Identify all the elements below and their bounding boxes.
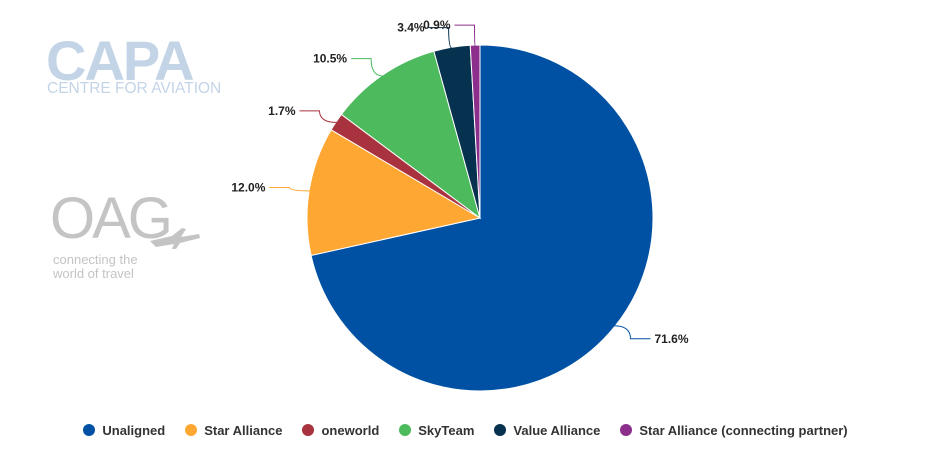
- capa-logo-mark: CAPA: [46, 29, 193, 92]
- legend-item-skyteam[interactable]: SkyTeam: [399, 423, 474, 438]
- legend-swatch: [83, 424, 96, 436]
- legend-item-value-alliance[interactable]: Value Alliance: [494, 423, 600, 438]
- oag-logo-tagline-1: connecting the: [53, 252, 138, 267]
- data-label-skyteam: 10.5%: [313, 52, 347, 66]
- leader-line-value-alliance: [428, 27, 453, 49]
- legend-label: oneworld: [321, 422, 380, 438]
- pie-slices: [306, 44, 654, 392]
- pie-slice-star-alliance-connecting-partner: [469, 44, 481, 219]
- legend: Unaligned Star Alliance oneworld SkyTeam Val…: [0, 419, 931, 441]
- leader-line-star-alliance: [269, 187, 311, 192]
- legend-swatch: [620, 424, 633, 436]
- legend-item-oneworld[interactable]: oneworld: [302, 423, 379, 438]
- data-label-star-alliance: 12.0%: [231, 181, 265, 195]
- oag-logo-tagline-2: world of travel: [52, 266, 134, 281]
- legend-swatch: [494, 424, 507, 436]
- pie-slice-unaligned: [310, 44, 654, 392]
- legend-label: SkyTeam: [418, 422, 475, 438]
- legend-swatch: [185, 424, 198, 436]
- data-label-star-alliance-connecting-partner: 0.9%: [423, 18, 451, 32]
- pie-leader-lines: [269, 24, 651, 340]
- legend-item-unaligned[interactable]: Unaligned: [83, 423, 165, 438]
- data-label-value-alliance: 3.4%: [397, 21, 425, 35]
- pie-chart: CAPA CENTRE FOR AVIATION OAG connecting …: [46, 18, 689, 392]
- pie-data-labels: 71.6% 12.0% 1.7% 10.5% 3.4%0.9%: [231, 18, 688, 346]
- capa-logo-subtitle: CENTRE FOR AVIATION: [47, 80, 221, 97]
- leader-line-oneworld: [299, 110, 337, 123]
- legend-label: Star Alliance (connecting partner): [639, 422, 848, 438]
- legend-swatch: [302, 424, 315, 436]
- data-label-oneworld: 1.7%: [268, 104, 296, 118]
- leader-line-skyteam: [351, 58, 384, 77]
- legend-label: Star Alliance: [204, 422, 283, 438]
- legend-label: Value Alliance: [513, 422, 601, 438]
- airplane-icon: [150, 228, 200, 249]
- capa-logo: CAPA CENTRE FOR AVIATION: [46, 29, 221, 97]
- leader-line-star-alliance-connecting-partner: [454, 24, 476, 47]
- legend-label: Unaligned: [102, 422, 166, 438]
- oag-logo: OAG connecting the world of travel: [50, 186, 200, 281]
- data-label-unaligned: 71.6%: [655, 332, 689, 346]
- legend-item-star-alliance-connecting-partner[interactable]: Star Alliance (connecting partner): [620, 422, 848, 438]
- leader-line-unaligned: [614, 325, 651, 340]
- oag-logo-mark: OAG: [50, 186, 170, 251]
- legend-swatch: [399, 424, 412, 436]
- legend-item-star-alliance[interactable]: Star Alliance: [185, 423, 282, 438]
